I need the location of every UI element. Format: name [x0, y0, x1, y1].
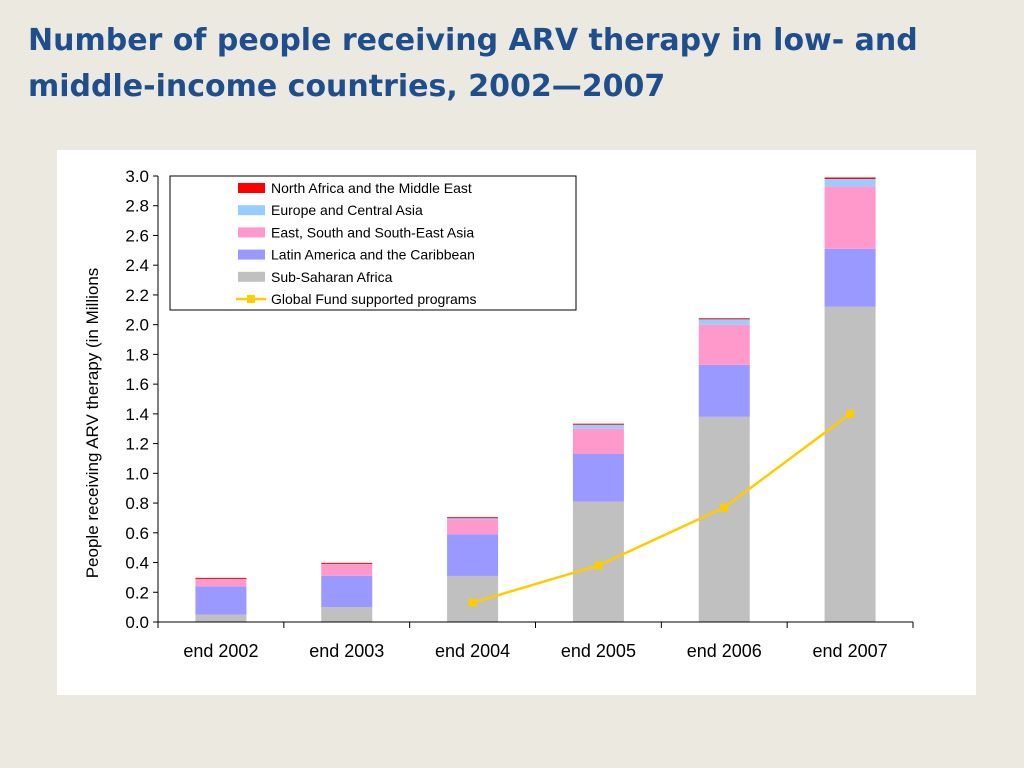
bar-segment: [698, 416, 750, 622]
y-tick-label: 1.0: [125, 464, 149, 483]
legend-swatch: [238, 183, 265, 193]
line-point: [720, 503, 729, 512]
y-tick-label: 0.8: [125, 494, 149, 513]
legend-label: Sub-Saharan Africa: [271, 269, 393, 285]
global-fund-line: [472, 412, 851, 604]
y-tick-label: 2.2: [125, 286, 149, 305]
bar-segment: [572, 424, 624, 429]
legend-label: Latin America and the Caribbean: [271, 247, 475, 263]
legend-swatch: [238, 249, 265, 260]
bars-group: [195, 177, 876, 622]
bar-segment: [321, 607, 373, 622]
y-tick-label: 2.8: [125, 197, 149, 216]
bar-segment: [698, 318, 750, 325]
legend-label: East, South and South-East Asia: [271, 224, 474, 240]
legend-swatch: [238, 205, 265, 216]
bar-segment: [447, 517, 499, 520]
bar-segment: [824, 306, 876, 622]
bar-segment: [572, 423, 624, 425]
y-tick-label: 1.8: [125, 345, 149, 364]
legend-label: Global Fund supported programs: [271, 291, 476, 307]
x-tick-label: end 2003: [309, 641, 384, 661]
y-axis-group: 0.0 0.2 0.4 0.6 0.8 1.0 1.2 1.4 1.6 1.8 2.0 2.2 2.4 2…: [125, 167, 159, 632]
bar-segment: [824, 178, 876, 187]
bar-segment: [447, 517, 499, 519]
y-tick-label: 2.4: [125, 256, 149, 275]
line-point: [594, 561, 603, 570]
bar-segment: [824, 177, 876, 179]
legend-label: Europe and Central Asia: [271, 202, 423, 218]
y-tick-label: 0.2: [125, 583, 149, 602]
bar-segment: [195, 614, 247, 622]
bar-segment: [447, 519, 499, 535]
y-tick-label: 2.6: [125, 226, 149, 245]
legend-swatch: [238, 271, 265, 282]
y-axis-label: People receiving ARV therapy (in Million…: [83, 268, 102, 579]
bar-segment: [824, 248, 876, 307]
bar-segment: [195, 586, 247, 615]
chart-panel: 0.0 0.2 0.4 0.6 0.8 1.0 1.2 1.4 1.6 1.8 2.0 2.2 2.4 2…: [57, 150, 976, 695]
bar-segment: [321, 564, 373, 576]
x-tick-label: end 2004: [435, 641, 510, 661]
y-tick-label: 1.2: [125, 435, 149, 454]
bar-segment: [824, 186, 876, 249]
bar-segment: [572, 428, 624, 455]
x-axis-group: end 2002 end 2003 end 2004 end 2005 end 2006…: [153, 621, 914, 661]
line-point: [846, 409, 855, 418]
bar-segment: [447, 534, 499, 576]
x-tick-label: end 2005: [561, 641, 636, 661]
bar-segment: [321, 562, 373, 564]
y-tick-label: 1.4: [125, 405, 149, 424]
y-tick-label: 3.0: [125, 167, 149, 186]
bar-segment: [195, 577, 247, 579]
x-tick-label: end 2006: [687, 641, 762, 661]
arv-chart: 0.0 0.2 0.4 0.6 0.8 1.0 1.2 1.4 1.6 1.8 2.0 2.2 2.4 2…: [83, 167, 914, 661]
line-group: [468, 409, 855, 607]
y-tick-label: 0.0: [125, 613, 149, 632]
slide-title: Number of people receiving ARV therapy i…: [28, 23, 918, 104]
y-tick-label: 2.0: [125, 316, 149, 335]
bar-segment: [698, 364, 750, 417]
bar-segment: [195, 578, 247, 587]
bar-segment: [698, 324, 750, 365]
x-tick-label: end 2007: [813, 641, 888, 661]
legend-line-marker: [247, 295, 255, 303]
x-tick-label: end 2002: [183, 641, 258, 661]
y-tick-label: 1.6: [125, 375, 149, 394]
bar-segment: [572, 454, 624, 502]
legend-label: North Africa and the Middle East: [271, 180, 472, 196]
bar-segment: [698, 318, 750, 320]
y-tick-label: 0.6: [125, 524, 149, 543]
bar-segment: [321, 575, 373, 608]
line-point: [468, 598, 477, 607]
y-tick-label: 0.4: [125, 554, 149, 573]
legend: North Africa and the Middle East Europe a…: [169, 175, 577, 311]
legend-box: [169, 175, 577, 311]
legend-swatch: [238, 227, 265, 238]
